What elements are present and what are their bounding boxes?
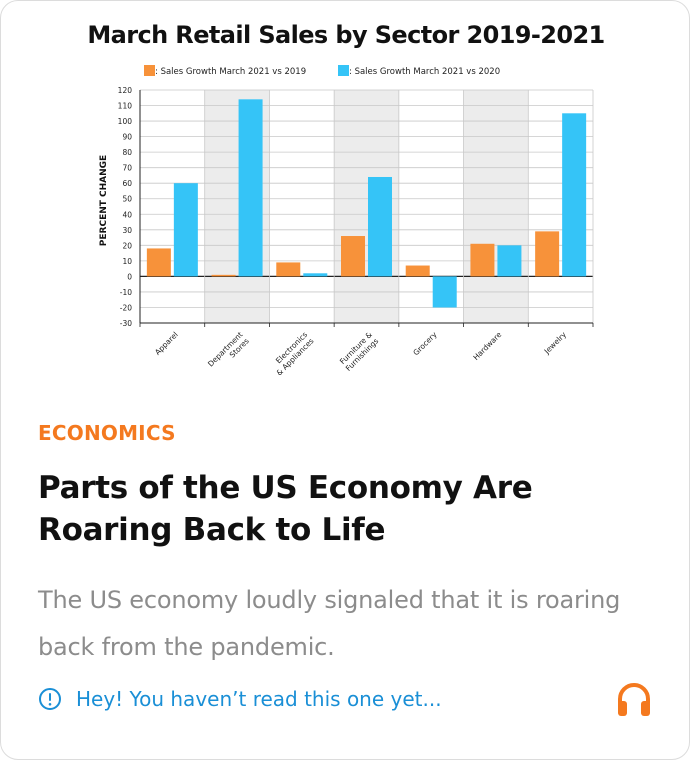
bar-vs2020 — [562, 113, 587, 277]
y-tick-label: 0 — [127, 272, 132, 281]
category-tick-label: DepartmentStores — [206, 330, 251, 375]
bar-vs2020 — [303, 273, 328, 277]
y-tick-label: 50 — [122, 195, 132, 204]
y-tick-label: 20 — [122, 241, 132, 250]
bar-chart: -30 -20 -10 0 10 20 30 40 50 60 70 80 90 100 110 120 App… — [99, 65, 594, 377]
y-tick-label: 100 — [118, 117, 133, 126]
y-tick-label: -30 — [120, 319, 132, 328]
category-tick-line: Jewelry — [542, 330, 569, 357]
category-tick-label: Hardware — [471, 330, 503, 362]
category-tick-line: Apparel — [153, 330, 180, 357]
article-summary: The US economy loudly signaled that it i… — [38, 586, 621, 661]
bar-vs2019 — [405, 265, 430, 277]
y-tick-label: 80 — [122, 148, 132, 157]
category-tick-line: Grocery — [411, 330, 439, 358]
y-axis-label: PERCENT CHANGE — [99, 155, 109, 246]
headphones-icon — [618, 683, 650, 716]
article-headline[interactable]: Parts of the US Economy Are Roaring Back… — [38, 470, 533, 548]
category-tick-label: Jewelry — [542, 330, 569, 357]
y-tick-label: -10 — [120, 288, 132, 297]
card-footer: Hey! You haven’t read this one yet... — [38, 681, 654, 717]
chart-image: March Retail Sales by Sector 2019-2021 -… — [1, 1, 689, 401]
y-tick-label: 60 — [122, 179, 132, 188]
y-tick-label: 10 — [122, 257, 132, 266]
bar-vs2019 — [211, 274, 236, 277]
y-tick-label: 110 — [118, 102, 133, 111]
category-tick-line: Hardware — [471, 330, 503, 362]
bar-vs2019 — [341, 236, 365, 277]
category-label[interactable]: ECONOMICS — [38, 421, 176, 445]
bar-vs2019 — [470, 243, 495, 277]
bar-vs2019 — [535, 231, 560, 277]
shaded-band — [463, 90, 529, 323]
legend-swatch — [338, 65, 349, 76]
y-tick-label: -20 — [120, 303, 132, 312]
bar-vs2020 — [432, 276, 457, 308]
info-circle-icon — [39, 688, 61, 710]
y-tick-label: 30 — [122, 226, 132, 235]
legend-label: : Sales Growth March 2021 vs 2019 — [155, 67, 306, 77]
legend-swatch — [144, 65, 155, 76]
bar-vs2020 — [497, 245, 522, 277]
unread-notice[interactable]: Hey! You haven’t read this one yet... — [38, 681, 442, 717]
bar-vs2019 — [146, 248, 171, 277]
y-tick-label: 120 — [118, 86, 133, 95]
listen-button[interactable] — [614, 679, 654, 719]
unread-notice-text: Hey! You haven’t read this one yet... — [76, 687, 442, 711]
category-tick-label: Electronics& Appliances — [268, 330, 315, 377]
bar-vs2020 — [368, 176, 392, 277]
y-tick-label: 40 — [122, 210, 132, 219]
bar-vs2019 — [276, 262, 301, 277]
legend-label: : Sales Growth March 2021 vs 2020 — [349, 67, 500, 77]
bar-vs2020 — [238, 99, 263, 277]
category-tick-label: Grocery — [411, 330, 439, 358]
chart-title: March Retail Sales by Sector 2019-2021 — [87, 21, 605, 49]
bar-vs2020 — [173, 183, 198, 277]
y-tick-label: 90 — [122, 133, 132, 142]
category-tick-label: Apparel — [153, 330, 180, 357]
y-tick-label: 70 — [122, 164, 132, 173]
category-tick-label: Furniture &Furnishings — [337, 330, 380, 373]
